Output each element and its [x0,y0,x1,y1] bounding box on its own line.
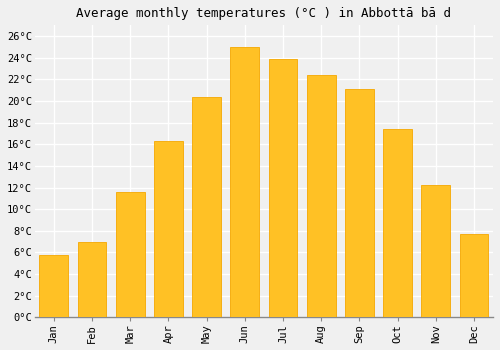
Bar [307,75,336,317]
Bar [192,97,221,317]
Bar [460,234,488,317]
Bar [345,89,374,317]
Bar [40,254,68,317]
Bar [154,141,182,317]
Bar [422,186,450,317]
Bar [230,47,259,317]
Bar [116,192,144,317]
Bar [383,129,412,317]
Bar [268,59,298,317]
Bar [78,241,106,317]
Title: Average monthly temperatures (°C ) in Abbottā bā d: Average monthly temperatures (°C ) in Ab… [76,7,452,20]
